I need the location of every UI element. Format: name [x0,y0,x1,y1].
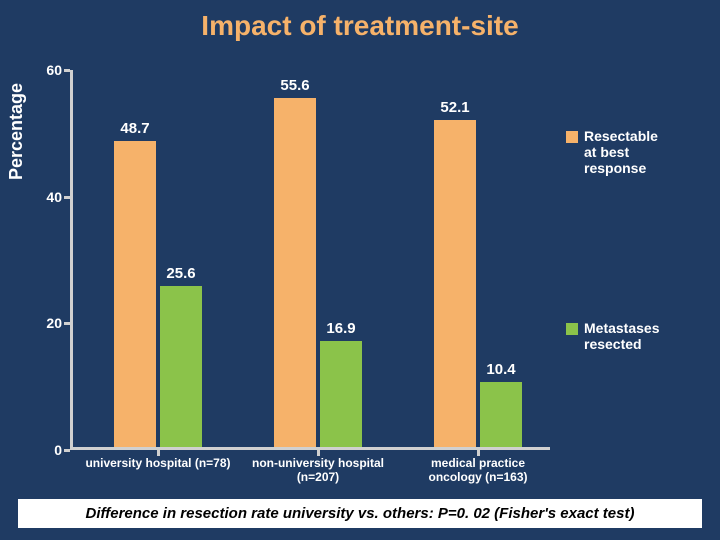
bar-value-label: 55.6 [265,77,325,94]
legend-swatch [566,131,578,143]
y-tick-label: 40 [36,189,62,205]
footer-note: Difference in resection rate university … [18,499,702,528]
legend-swatch [566,323,578,335]
legend-item: Metastasesresected [566,320,716,352]
bars-container: 48.7 25.6 55.6 16.9 52.1 10.4 [70,70,550,447]
bar [434,120,476,447]
slide-title-text: Impact of treatment-site [201,10,518,41]
bar-value-label: 52.1 [425,99,485,116]
legend-item: Resectableat bestresponse [566,128,716,176]
legend-text: Resectableat bestresponse [584,128,658,176]
y-tick-label: 60 [36,62,62,78]
chart-plot-area: 0204060 48.725.655.616.952.110.4 univers… [70,70,550,450]
category-label: university hospital (n=78) [78,456,238,470]
legend-text: Metastasesresected [584,320,660,352]
bar [160,286,202,447]
category-label: non-university hospital(n=207) [238,456,398,485]
y-tick-label: 0 [36,442,62,458]
bar [274,98,316,447]
bar [114,141,156,447]
y-axis-label: Percentage [6,83,27,180]
category-label: medical practiceoncology (n=163) [398,456,558,485]
bar [480,382,522,447]
bar [320,341,362,447]
bar-value-label: 48.7 [105,120,165,137]
bar-value-label: 10.4 [471,361,531,378]
bar-value-label: 25.6 [151,265,211,282]
slide-title: Impact of treatment-site [0,10,720,42]
slide: Impact of treatment-site Percentage 0 20 4… [0,0,720,540]
y-tick [64,449,70,452]
bar-value-label: 16.9 [311,320,371,337]
y-tick-label: 20 [36,315,62,331]
